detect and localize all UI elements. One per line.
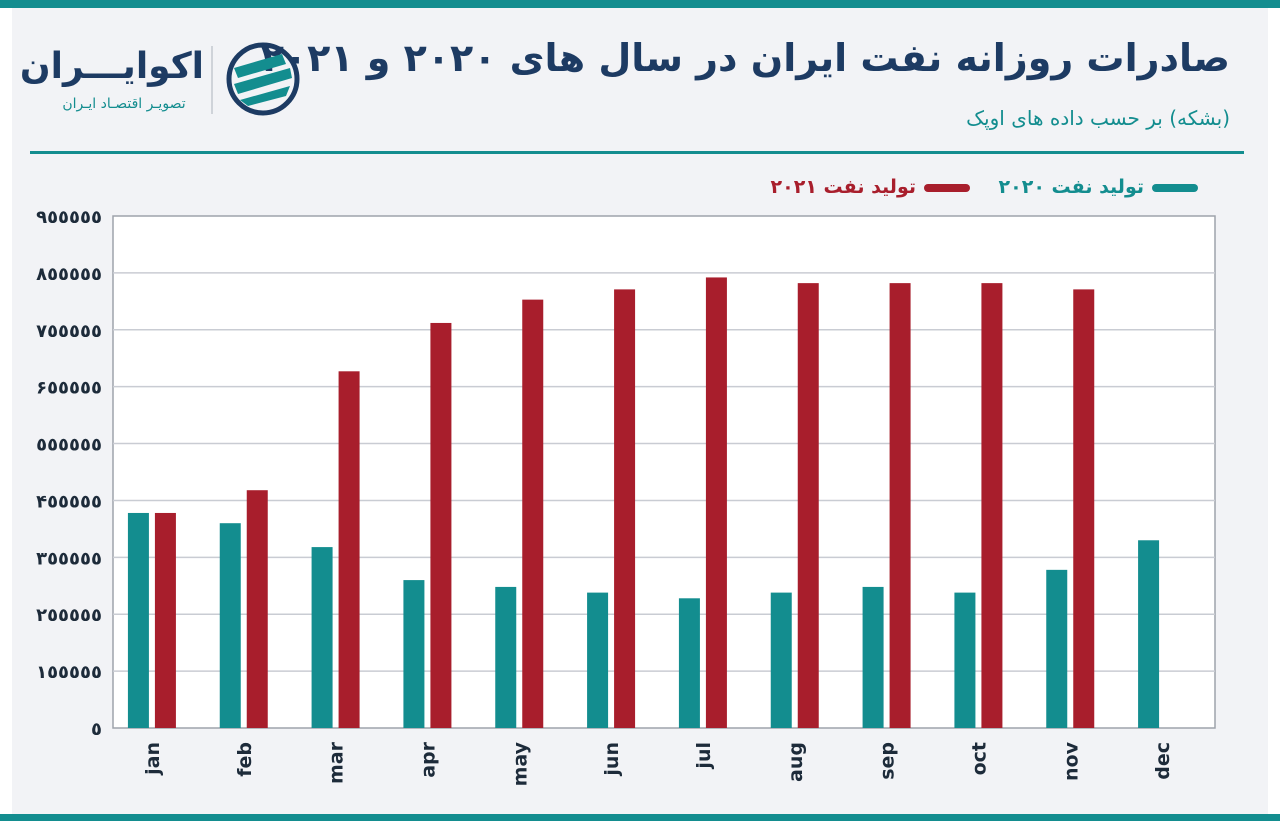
y-tick-label: ۹٥٥٥٥٥ [36,207,102,228]
chart-subtitle: (بشکه) بر حسب داده های اوپک [966,106,1230,130]
logo-separator [211,46,213,114]
y-tick-label: ۸٥٥٥٥٥ [36,264,102,285]
x-tick-label-oct: oct [968,742,990,775]
bar-2020-jul [678,598,700,728]
bar-2021-feb [246,490,268,728]
legend-item-2020: تولید نفت ۲۰۲۰ [999,176,1198,198]
bar-2021-aug [797,283,819,728]
legend-item-2021: تولید نفت ۲۰۲۱ [771,176,970,198]
legend-swatch-2020 [1152,183,1198,192]
bar-2020-jun [587,592,609,728]
bar-2021-jun [614,289,636,728]
y-tick-label: ۲٥٥٥٥٥ [36,605,102,626]
y-tick-label: ۷٥٥٥٥٥ [36,321,102,342]
y-tick-label: ٥٥٥٥٥٥ [36,435,102,456]
bar-2021-jan [154,512,176,728]
x-tick-label-aug: aug [785,742,807,782]
legend-label-2020: تولید نفت ۲۰۲۰ [998,176,1144,198]
legend-label-2021: تولید نفت ۲۰۲۱ [770,176,916,198]
legend-swatch-2021 [924,183,970,192]
x-tick-label-sep: sep [877,742,899,780]
bar-2021-oct [981,283,1003,728]
y-tick-label: ۱٥٥٥٥٥ [36,662,102,683]
bar-2021-sep [889,283,911,728]
x-tick-label-jul: jul [693,742,715,770]
brand-tagline: تصویـر اقتصـاد ایـران [62,96,186,112]
x-tick-label-may: may [509,741,531,786]
bar-2020-apr [403,580,425,728]
bar-2020-nov [1046,569,1068,728]
bar-2020-aug [770,592,792,728]
bar-2020-jan [127,512,149,728]
bar-2020-oct [954,592,976,728]
bar-2021-may [522,299,544,728]
bottom-frame-bar [0,814,1280,821]
y-tick-label: ۳٥٥٥٥٥ [36,548,102,569]
y-tick-label: ۶٥٥٥٥٥ [36,378,102,399]
x-tick-label-apr: apr [417,741,439,777]
y-tick-label: ۴٥٥٥٥٥ [36,491,102,512]
bar-2020-may [495,586,517,728]
bar-2020-mar [311,547,333,728]
x-tick-label-jan: jan [142,742,164,776]
plot-area [112,215,1216,729]
bar-2021-jul [705,277,727,728]
x-tick-label-dec: dec [1152,742,1174,780]
bar-2020-sep [862,586,884,728]
x-tick-label-feb: feb [234,742,256,777]
y-tick-label: ٥ [91,719,102,740]
bar-2021-apr [430,322,452,728]
brand-name: اکوایـــران [19,46,204,87]
x-tick-label-nov: nov [1060,741,1082,781]
top-frame-bar [0,0,1280,8]
x-tick-label-mar: mar [326,741,348,784]
bar-2021-nov [1073,289,1095,728]
bar-2020-feb [219,523,241,728]
bar-2020-dec [1138,540,1160,728]
chart-title: صادرات روزانه نفت ایران در سال های ۲۰۲۰ … [260,36,1231,80]
x-tick-label-jun: jun [601,742,623,777]
brand-logo-icon [226,42,300,116]
header-divider [30,151,1244,154]
bar-2021-mar [338,371,360,728]
